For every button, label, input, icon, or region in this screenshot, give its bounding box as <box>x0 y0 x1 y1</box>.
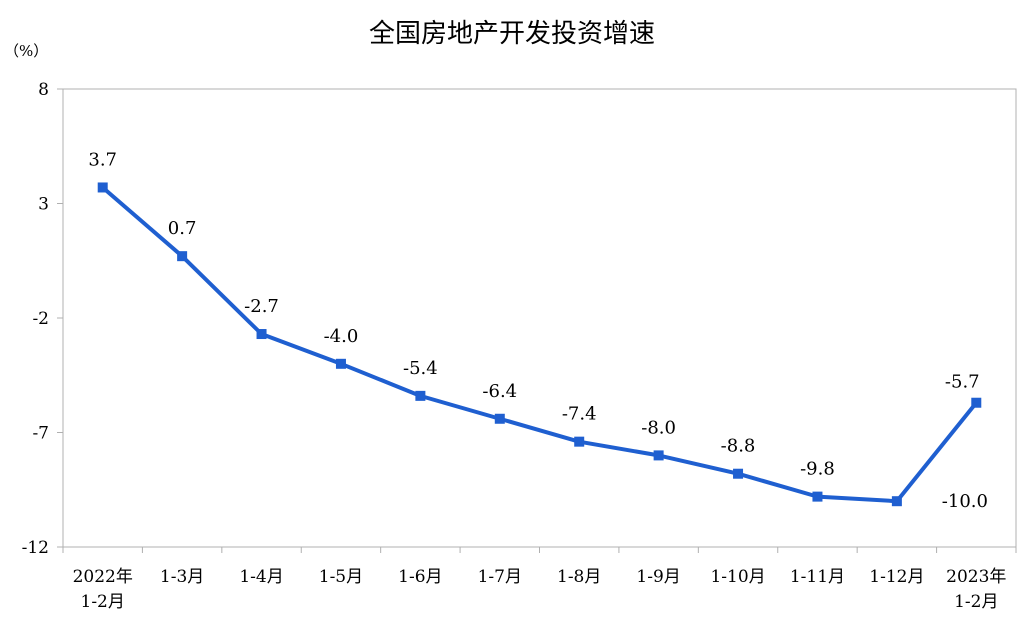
data-point <box>891 496 902 507</box>
x-tick-label: 1-6月 <box>398 567 442 587</box>
plot-frame <box>62 88 1017 548</box>
x-tick-label: 2023年 <box>946 567 1006 587</box>
data-point <box>97 182 108 193</box>
data-label: -8.8 <box>721 436 756 457</box>
data-label: -8.0 <box>641 417 676 438</box>
x-tick-label: 1-2月 <box>954 592 998 612</box>
data-label: 0.7 <box>168 218 197 239</box>
data-label: -9.8 <box>800 459 835 480</box>
data-label: -7.4 <box>562 404 597 425</box>
data-point <box>733 468 744 479</box>
x-tick-label: 1-3月 <box>160 567 204 587</box>
data-label: 3.7 <box>88 149 117 170</box>
data-point <box>971 397 982 408</box>
y-tick-label: -12 <box>22 538 49 558</box>
x-tick-label: 1-12月 <box>869 567 924 587</box>
x-tick-label: 1-10月 <box>710 567 765 587</box>
data-point <box>335 358 346 369</box>
y-axis: 8 3 -2 -7 -12 <box>22 80 63 558</box>
data-point <box>653 450 664 461</box>
y-tick-label: -7 <box>32 424 49 444</box>
data-point <box>574 436 585 447</box>
x-tick-label: 2022年 <box>73 567 133 587</box>
x-tick-label: 1-8月 <box>557 567 601 587</box>
x-tick-label: 1-7月 <box>478 567 522 587</box>
data-label: -4.0 <box>324 326 359 347</box>
chart-title: 全国房地产开发投资增速 <box>369 19 655 49</box>
data-point <box>812 491 823 502</box>
x-tick-label: 1-5月 <box>319 567 363 587</box>
series-layer <box>97 182 982 507</box>
data-point <box>494 413 505 424</box>
x-tick-label: 1-11月 <box>790 567 845 587</box>
data-point <box>415 390 426 401</box>
series-line <box>100 185 979 504</box>
y-tick-label: 8 <box>38 80 49 100</box>
x-axis: 2022年 1-2月 1-3月 1-4月 1-5月 1-6月 1-7月 1-8月 1-9月 1-1… <box>62 547 1017 612</box>
data-point <box>256 329 267 340</box>
y-tick-label: -2 <box>32 309 49 329</box>
axes <box>62 88 1017 548</box>
data-labels: 3.7 0.7 -2.7 -4.0 -5.4 -6.4 -7.4 -8.0 -8.8 -9.8 -1… <box>88 149 988 512</box>
x-tick-label: 1-4月 <box>239 567 283 587</box>
data-label: -6.4 <box>482 381 517 402</box>
data-point <box>177 251 188 262</box>
x-tick-label: 1-9月 <box>636 567 680 587</box>
y-tick-label: 3 <box>38 195 49 215</box>
data-label: -5.4 <box>403 358 438 379</box>
data-label: -2.7 <box>244 296 279 317</box>
x-tick-label: 1-2月 <box>81 592 125 612</box>
data-label: -5.7 <box>945 372 980 393</box>
data-label: -10.0 <box>942 491 988 512</box>
y-axis-unit: （%） <box>4 42 48 60</box>
